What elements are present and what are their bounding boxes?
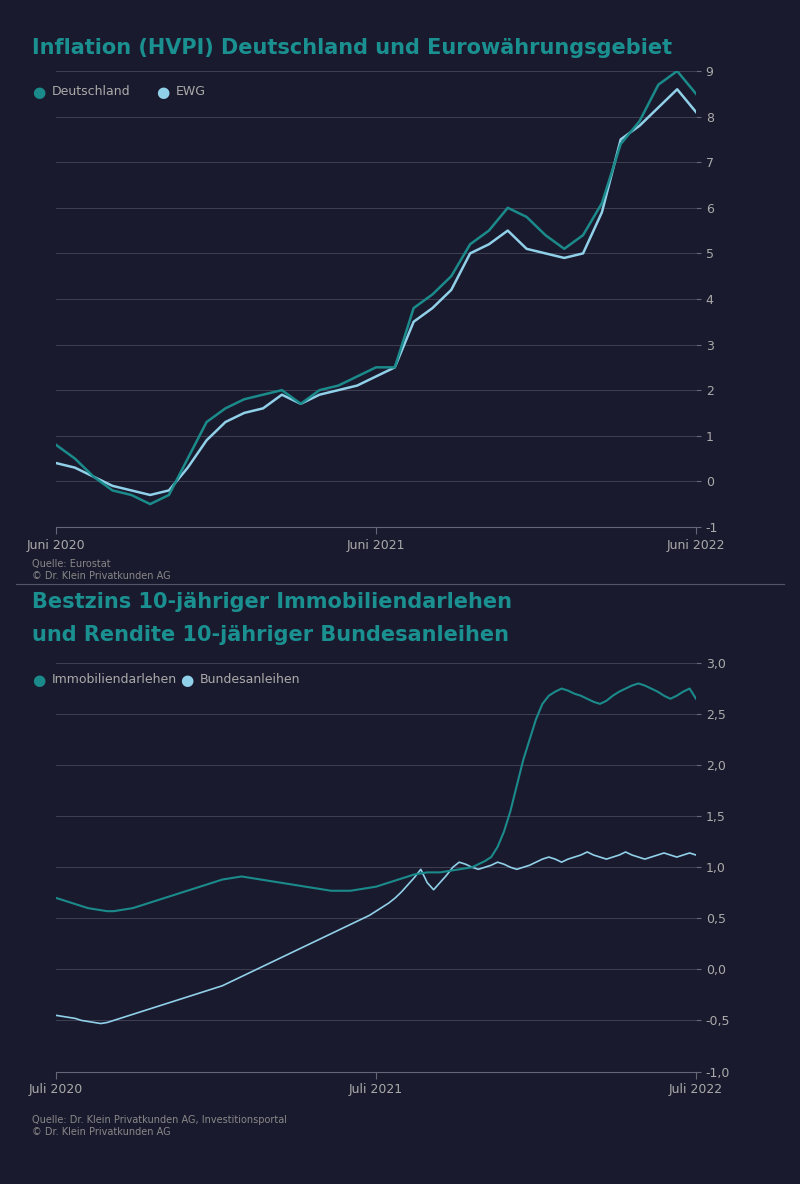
- Text: Quelle: Dr. Klein Privatkunden AG, Investitionsportal: Quelle: Dr. Klein Privatkunden AG, Inves…: [32, 1115, 287, 1125]
- Text: ●: ●: [180, 673, 194, 688]
- Text: Deutschland: Deutschland: [52, 85, 130, 98]
- Text: ●: ●: [32, 85, 46, 101]
- Text: Inflation (HVPI) Deutschland und Eurowährungsgebiet: Inflation (HVPI) Deutschland und Eurowäh…: [32, 38, 672, 58]
- Text: EWG: EWG: [176, 85, 206, 98]
- Text: Immobiliendarlehen: Immobiliendarlehen: [52, 673, 177, 686]
- Text: Bestzins 10-jähriger Immobiliendarlehen: Bestzins 10-jähriger Immobiliendarlehen: [32, 592, 512, 612]
- Text: © Dr. Klein Privatkunden AG: © Dr. Klein Privatkunden AG: [32, 571, 170, 580]
- Text: Quelle: Eurostat: Quelle: Eurostat: [32, 559, 110, 568]
- Text: und Rendite 10-jähriger Bundesanleihen: und Rendite 10-jähriger Bundesanleihen: [32, 625, 509, 645]
- Text: Bundesanleihen: Bundesanleihen: [200, 673, 301, 686]
- Text: ●: ●: [156, 85, 170, 101]
- Text: © Dr. Klein Privatkunden AG: © Dr. Klein Privatkunden AG: [32, 1127, 170, 1137]
- Text: ●: ●: [32, 673, 46, 688]
